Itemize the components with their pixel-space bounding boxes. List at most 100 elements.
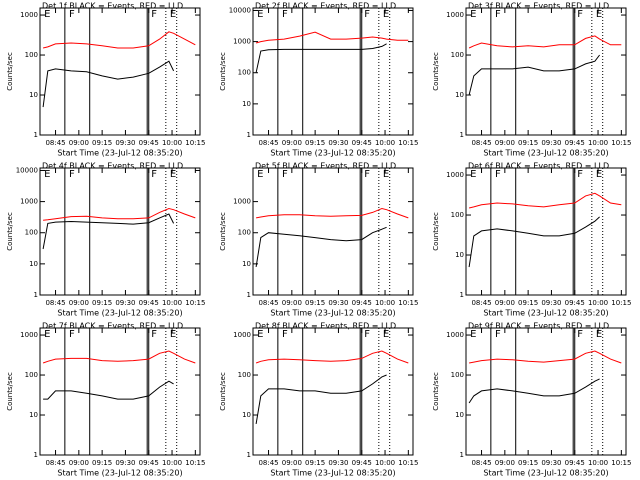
y-tick-label: 1000	[233, 38, 251, 46]
panel: Det 5f BLACK = Events, RED = LLD Counts/s…	[219, 162, 418, 318]
x-tick-label: 09:15	[518, 459, 538, 467]
marker-label: E	[383, 329, 389, 340]
y-tick-label: 1000	[446, 11, 464, 19]
panel: Det 3f BLACK = Events, RED = LLD Counts/s…	[432, 2, 631, 158]
x-tick-label: 09:30	[541, 459, 561, 467]
x-tick-label: 10:00	[588, 299, 608, 307]
series-line	[43, 380, 174, 400]
marker-label: F	[282, 9, 288, 20]
marker-label: F	[577, 9, 583, 20]
marker-label: E	[470, 169, 476, 180]
series-line	[468, 378, 600, 404]
y-tick-label: 1	[34, 291, 38, 299]
marker-label: F	[364, 9, 370, 20]
y-axis-label: Counts/sec	[432, 212, 440, 251]
x-tick-label: 10:00	[162, 139, 182, 147]
x-tick-label: 08:45	[258, 139, 278, 147]
x-tick-label: 09:15	[305, 139, 325, 147]
y-tick-label: 100	[238, 69, 251, 77]
marker-label: E	[170, 9, 176, 20]
x-tick-label: 08:45	[471, 299, 491, 307]
marker-label: E	[383, 9, 389, 20]
series-line	[255, 31, 409, 44]
panel: Det 7f BLACK = Events, RED = LLD Counts/s…	[6, 322, 205, 478]
x-tick-label: 09:15	[305, 459, 325, 467]
y-tick-label: 10	[242, 100, 251, 108]
x-tick-label: 09:15	[92, 459, 112, 467]
x-tick-label: 09:15	[518, 139, 538, 147]
x-tick-label: 10:15	[185, 139, 205, 147]
marker-label: E	[470, 329, 476, 340]
x-tick-label: 09:30	[115, 139, 135, 147]
y-tick-label: 100	[238, 229, 251, 237]
y-tick-label: 1000	[20, 198, 38, 206]
panel-title: Det 9f BLACK = Events, RED = LLD	[468, 322, 609, 331]
x-tick-label: 10:15	[611, 139, 631, 147]
x-tick-label: 09:00	[495, 299, 515, 307]
x-tick-label: 10:15	[398, 299, 418, 307]
marker-label: F	[577, 169, 583, 180]
x-tick-label: 09:45	[352, 299, 372, 307]
panel-title: Det 8f BLACK = Events, RED = LLD	[255, 322, 396, 331]
x-tick-label: 10:00	[375, 299, 395, 307]
y-tick-label: 1000	[20, 331, 38, 339]
x-tick-label: 09:00	[495, 139, 515, 147]
y-tick-label: 10	[29, 91, 38, 99]
y-tick-label: 100	[451, 371, 464, 379]
series-line	[42, 350, 196, 364]
x-tick-label: 09:00	[282, 139, 302, 147]
x-axis-label: Start Time (23-Jul-12 08:35:20)	[270, 149, 395, 158]
x-axis-label: Start Time (23-Jul-12 08:35:20)	[270, 309, 395, 318]
marker-label: E	[170, 169, 176, 180]
x-axis-label: Start Time (23-Jul-12 08:35:20)	[57, 149, 182, 158]
panel: Det 4f BLACK = Events, RED = LLD Counts/s…	[6, 162, 205, 318]
plot-frame	[252, 167, 414, 296]
y-tick-label: 1000	[446, 171, 464, 179]
x-tick-label: 09:45	[352, 139, 372, 147]
marker-label: E	[170, 329, 176, 340]
x-tick-label: 10:00	[588, 459, 608, 467]
x-axis-label: Start Time (23-Jul-12 08:35:20)	[483, 309, 608, 318]
x-tick-label: 09:45	[139, 299, 159, 307]
x-tick-label: 08:45	[45, 459, 65, 467]
panel: Det 8f BLACK = Events, RED = LLD Counts/s…	[219, 322, 418, 478]
marker-label: F	[69, 9, 75, 20]
marker-label: E	[44, 9, 50, 20]
y-tick-label: 10	[29, 260, 38, 268]
plot-frame	[39, 327, 201, 456]
x-tick-label: 09:30	[541, 299, 561, 307]
x-tick-label: 10:00	[162, 459, 182, 467]
x-tick-label: 10:15	[611, 459, 631, 467]
series-line	[255, 374, 387, 424]
x-tick-label: 09:00	[282, 299, 302, 307]
series-line	[43, 207, 196, 221]
x-tick-label: 08:45	[258, 299, 278, 307]
marker-label: F	[151, 329, 157, 340]
series-line	[468, 192, 622, 209]
x-tick-label: 08:45	[258, 459, 278, 467]
y-tick-label: 1	[460, 131, 464, 139]
marker-label: F	[364, 329, 370, 340]
y-tick-label: 100	[25, 229, 38, 237]
marker-label: E	[44, 169, 50, 180]
x-axis-label: Start Time (23-Jul-12 08:35:20)	[483, 149, 608, 158]
y-tick-label: 1	[247, 131, 251, 139]
y-tick-label: 100	[238, 371, 251, 379]
y-tick-label: 1	[460, 451, 464, 459]
y-tick-label: 10	[455, 411, 464, 419]
panel-title: Det 6f BLACK = Events, RED = LLD	[468, 162, 609, 171]
y-tick-label: 1000	[233, 331, 251, 339]
series-line	[42, 213, 175, 250]
marker-label: E	[257, 329, 263, 340]
marker-label: F	[495, 169, 501, 180]
y-axis-label: Counts/sec	[219, 52, 227, 91]
y-tick-label: 10	[455, 91, 464, 99]
y-axis-label: Counts/sec	[219, 212, 227, 251]
plot-frame	[39, 167, 201, 296]
marker-label: E	[257, 9, 263, 20]
panel-title: Det 5f BLACK = Events, RED = LLD	[255, 162, 396, 171]
x-axis-label: Start Time (23-Jul-12 08:35:20)	[57, 309, 182, 318]
y-axis-label: Counts/sec	[6, 212, 14, 251]
x-tick-label: 09:15	[518, 299, 538, 307]
x-tick-label: 09:00	[495, 459, 515, 467]
